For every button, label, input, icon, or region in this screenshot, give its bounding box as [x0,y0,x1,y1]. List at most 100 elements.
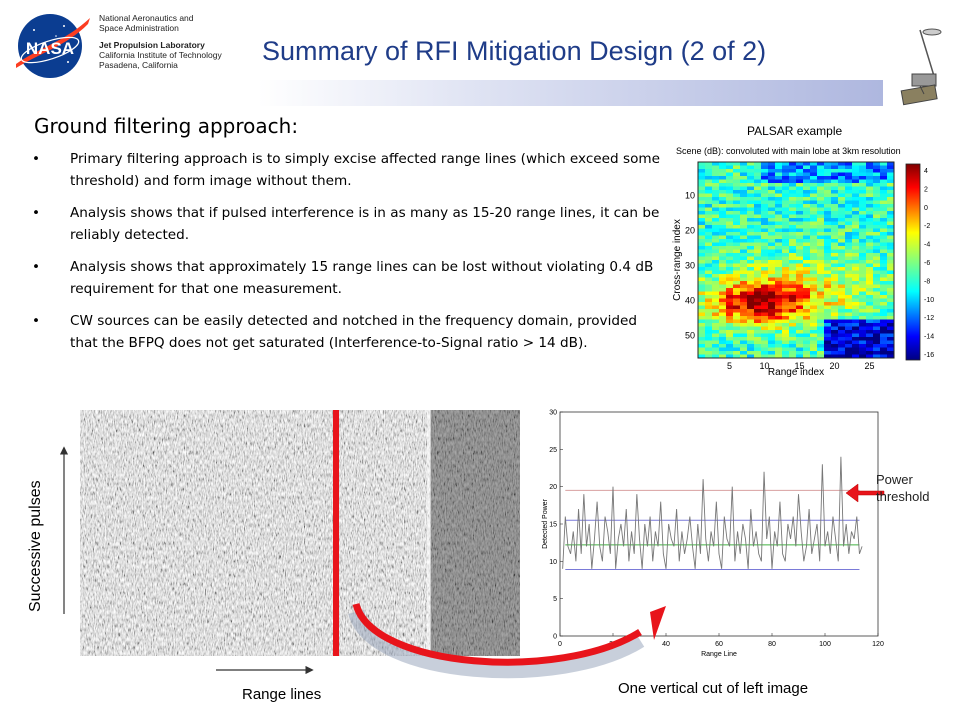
heatmap-cell [845,200,853,205]
nasa-logo-icon: NASA [16,14,90,78]
heatmap-cell [775,246,783,250]
heatmap-cell [880,239,888,243]
heatmap-y-tick: 20 [685,225,695,235]
heatmap-frame [697,161,895,359]
heatmap-cell [712,190,720,194]
heatmap-cell [754,326,762,331]
heatmap-cell [747,193,755,198]
heatmap-cell [782,340,790,345]
heatmap-cell [880,249,888,254]
heatmap-cell [845,274,853,278]
heatmap-cell [887,263,895,268]
heatmap-cell [726,277,734,282]
heatmap-cell [852,316,860,320]
heatmap-cell [761,193,769,198]
heatmap-cell [852,344,860,348]
heatmap-cell [712,256,720,261]
heatmap-cell [733,274,741,278]
heatmap-cell [733,228,741,233]
heatmap-cell [824,165,832,170]
heatmap-cell [712,214,720,219]
heatmap-cell [859,277,867,282]
heatmap-cell [754,291,762,296]
heatmap-cell [726,288,734,292]
heatmap-cell [873,225,881,229]
heatmap-cell [768,162,776,166]
heatmap-cell [880,295,888,299]
heatmap-cell [817,319,825,324]
heatmap-cell [782,323,790,327]
heatmap-cell [817,354,825,359]
heatmap-cell [719,260,727,264]
heatmap-cell [719,179,727,184]
heatmap-cell [761,200,769,205]
heatmap-cell [859,235,867,240]
heatmap-cell [761,274,769,278]
heatmap-cell [859,316,867,320]
heatmap-cell [859,242,867,247]
heatmap-cell [796,232,804,236]
heatmap-cell [859,246,867,250]
heatmap-cell [810,316,818,320]
heatmap-cell [831,221,839,226]
heatmap-cell [852,309,860,313]
heatmap-cell [824,232,832,236]
heatmap-cell [761,253,769,257]
heatmap-cell [747,267,755,271]
heatmap-cell [880,211,888,215]
heatmap-cell [873,312,881,317]
heatmap-cell [831,211,839,215]
heatmap-cell [824,169,832,173]
heatmap-cell [761,228,769,233]
heatmap-cell [838,260,846,264]
heatmap-cell [789,186,797,191]
heatmap-cell [831,207,839,212]
heatmap-cell [796,249,804,254]
heatmap-cell [719,347,727,352]
heatmap-cell [761,235,769,240]
heatmap-cell [726,218,734,222]
heatmap-cell [831,323,839,327]
heatmap-cell [803,270,811,275]
heatmap-cell [866,228,874,233]
heatmap-cell [824,270,832,275]
heatmap-cell [845,354,853,359]
heatmap-cell [866,249,874,254]
heatmap-cell [887,260,895,264]
heatmap-cell [740,312,748,317]
heatmap-cell [775,197,783,201]
heatmap-cell [761,169,769,173]
heatmap-cell [705,232,713,236]
heatmap-cell [789,162,797,166]
heatmap-cell [887,221,895,226]
heatmap-cell [859,169,867,173]
heatmap-cell [824,249,832,254]
heatmap-cell [831,354,839,359]
heatmap-cell [803,179,811,184]
heatmap-cell [733,242,741,247]
heatmap-cell [789,305,797,310]
heatmap-cell [712,330,720,334]
plot-y-tick: 5 [553,596,557,603]
heatmap-cell [803,186,811,191]
heatmap-cell [852,333,860,338]
heatmap-cell [782,333,790,338]
heatmap-cell [719,333,727,338]
heatmap-cell [866,197,874,201]
heatmap-cell [705,193,713,198]
heatmap-cell [796,221,804,226]
heatmap-cell [845,183,853,187]
heatmap-cell [761,256,769,261]
successive-pulses-label: Successive pulses [27,480,44,612]
heatmap-cell [726,312,734,317]
heatmap-cell [740,225,748,229]
heatmap-cell [880,246,888,250]
heatmap-cell [733,232,741,236]
heatmap-cell [754,176,762,180]
heatmap-cell [754,270,762,275]
heatmap-cell [824,239,832,243]
heatmap-cell [852,274,860,278]
heatmap-cell [768,232,776,236]
heatmap-cell [810,291,818,296]
heatmap-cell [698,211,706,215]
